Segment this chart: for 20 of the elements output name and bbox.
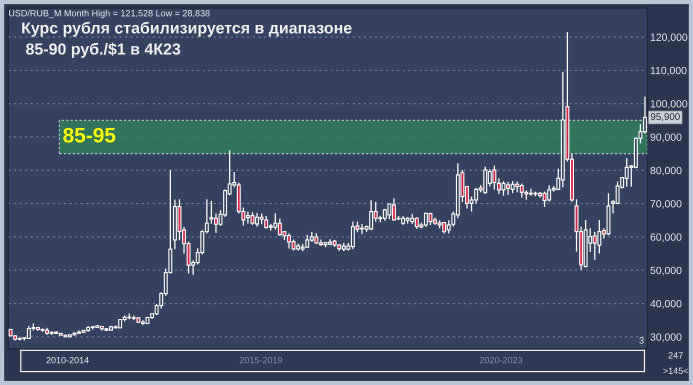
y-tick-label: 70,000 xyxy=(650,200,682,209)
y-tick-label: 30,000 xyxy=(650,333,682,342)
y-tick-label: 80,000 xyxy=(650,166,682,176)
y-tick-label: 40,000 xyxy=(650,300,682,309)
y-tick-label: 120,000 xyxy=(650,34,688,42)
text: >145< xyxy=(663,368,688,374)
text: 2010-2014 xyxy=(46,356,89,364)
band-label: 85-95 xyxy=(63,128,116,143)
y-tick-label: 60,000 xyxy=(650,233,682,242)
y-tick-label: 50,000 xyxy=(650,266,682,276)
y-tick-label: 90,000 xyxy=(650,133,682,142)
y-tick-label: 110,000 xyxy=(650,66,687,76)
text: 2020-2023 xyxy=(480,356,522,364)
annotation: USD/RUB_M Month High = 121,528 Low = 28,838 xyxy=(9,10,210,18)
text: 95,900 xyxy=(650,113,680,122)
annotation: 3 xyxy=(639,337,644,344)
text: Курс рубля стабилизируется в диапазоне 85-90 руб./$1 в 4К23 xyxy=(22,22,352,58)
y-tick-label: 100,000 xyxy=(650,100,688,109)
text: 247 xyxy=(668,352,683,358)
text: 2015-2019 xyxy=(240,356,282,364)
